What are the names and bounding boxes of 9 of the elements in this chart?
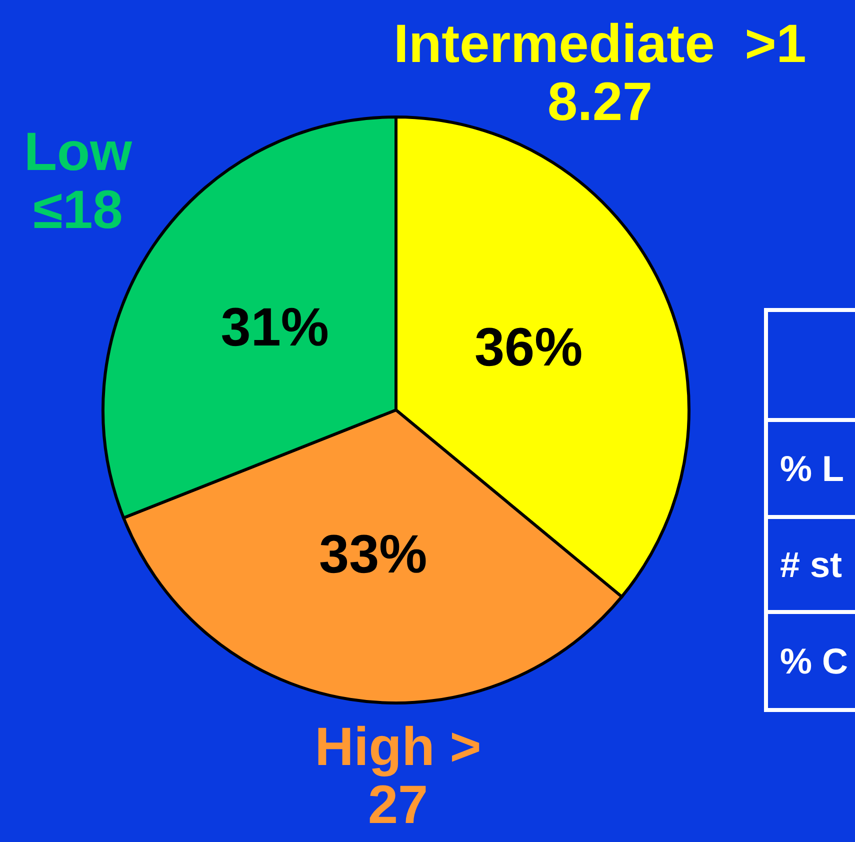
text: % L (780, 448, 844, 489)
data-label: 33% (319, 524, 428, 585)
text: # st (780, 544, 842, 585)
slice-label: Intermediate >1 8.27 (394, 14, 806, 132)
slice-label: Low ≤18 (24, 122, 133, 240)
text: % C (780, 640, 848, 682)
data-label: 36% (474, 318, 583, 378)
slice-label: High > 27 (314, 717, 482, 835)
data-label: 31% (220, 298, 329, 358)
